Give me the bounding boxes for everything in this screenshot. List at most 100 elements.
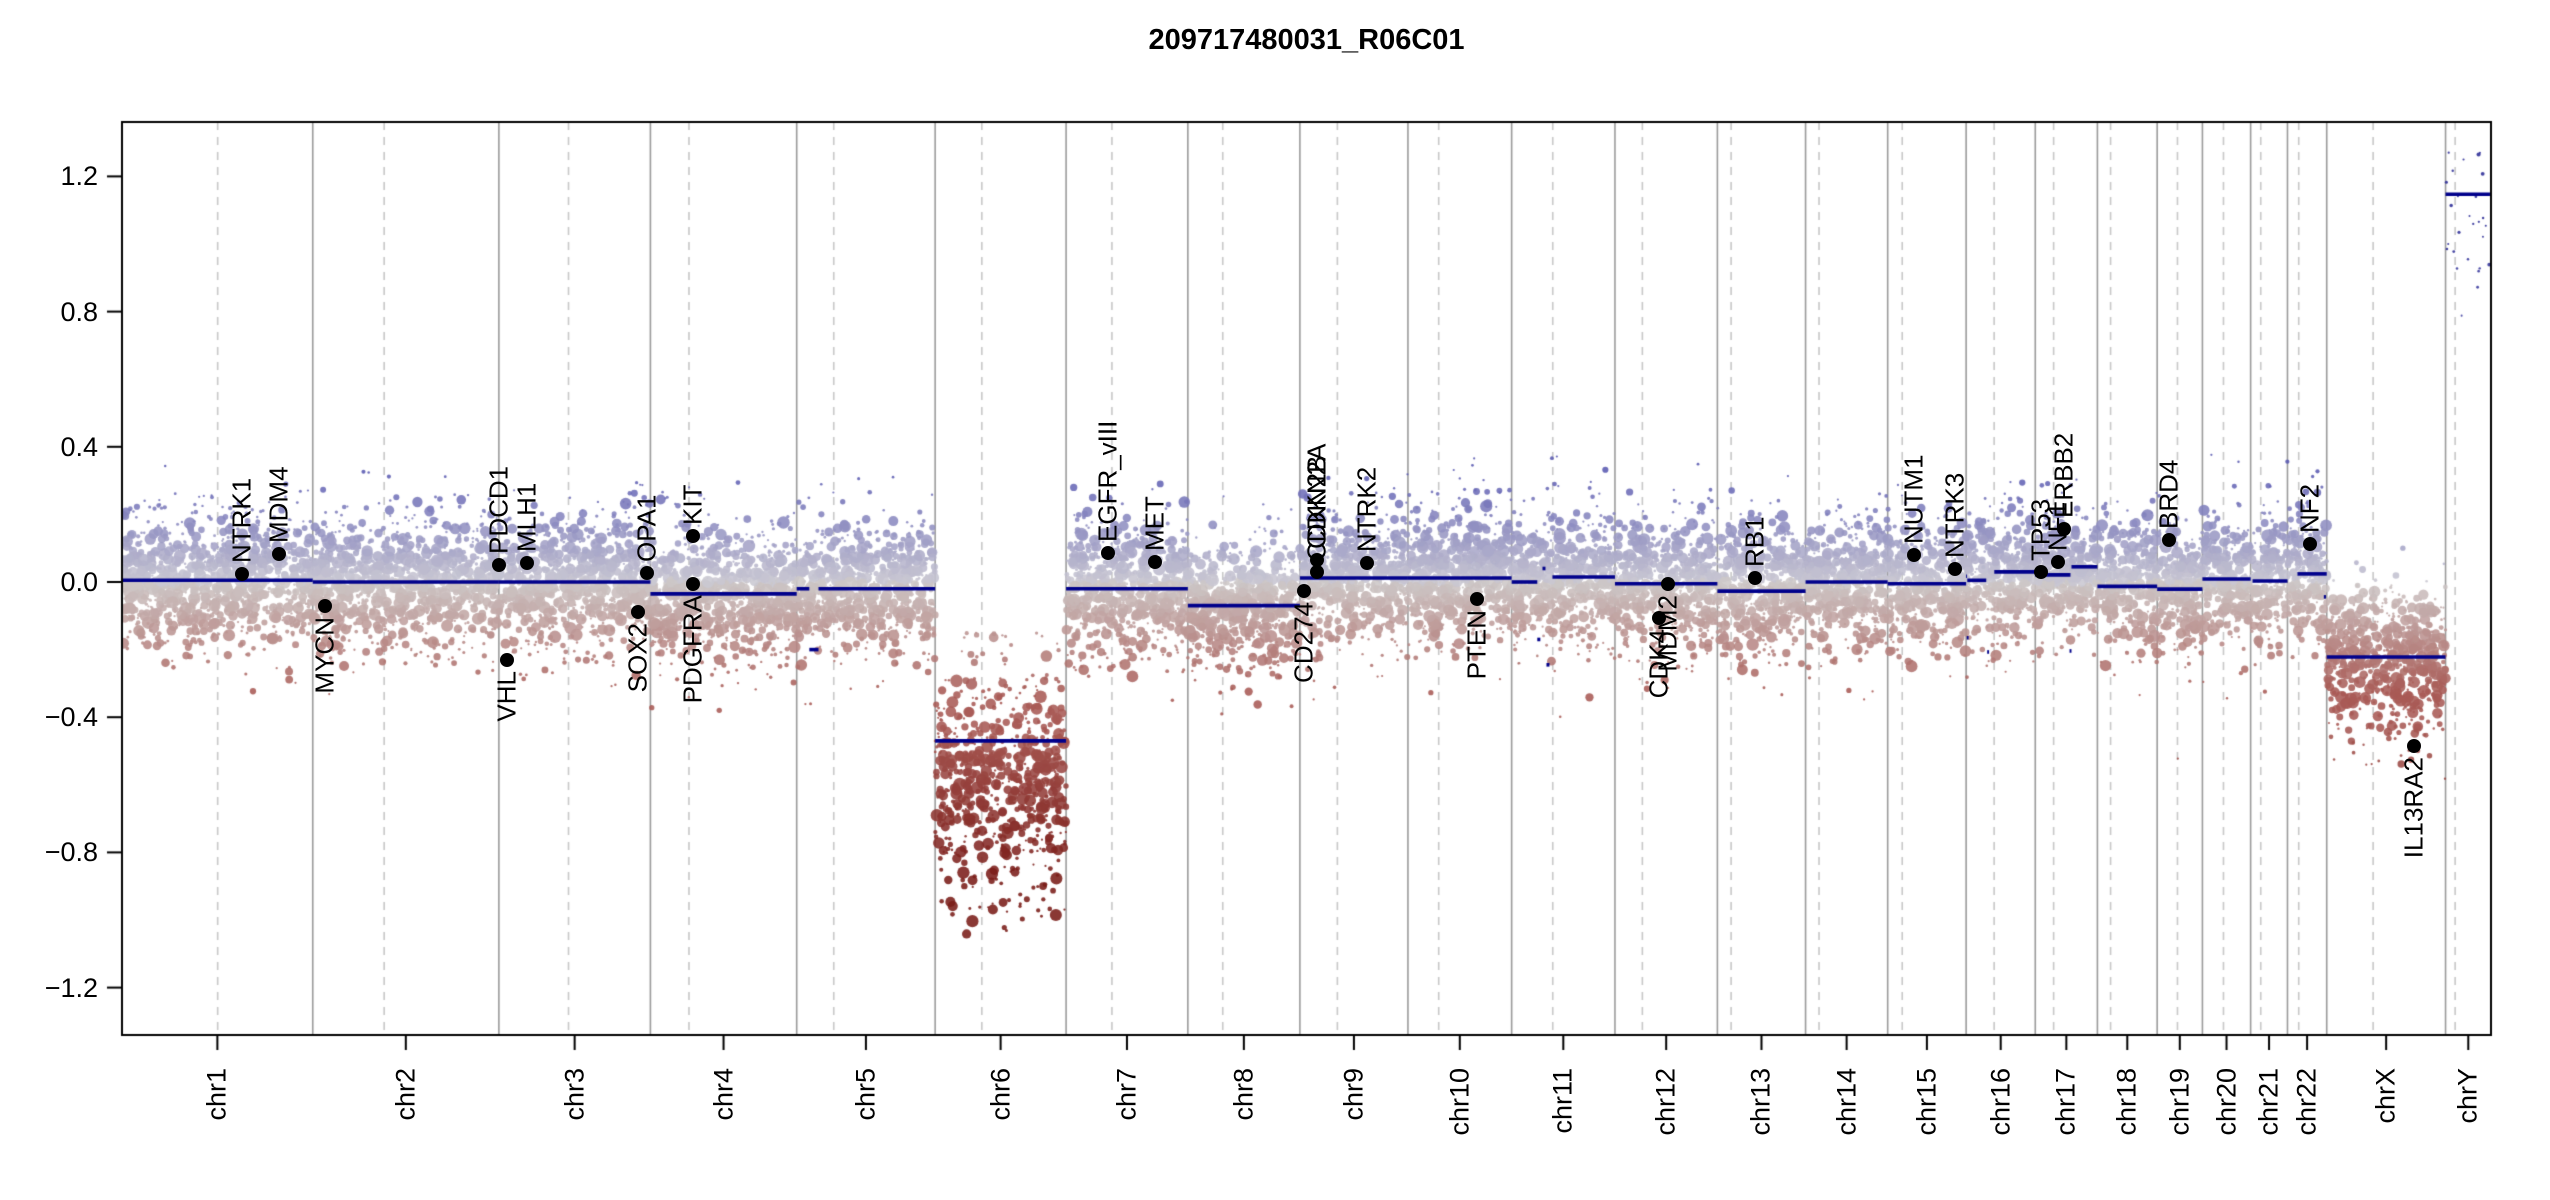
gene-label-NF2: NF2 <box>2294 484 2325 534</box>
x-tick-label-chrY: chrY <box>2453 1068 2484 1124</box>
y-tick-label: 1.2 <box>60 161 98 192</box>
gene-label-NUTM1: NUTM1 <box>1898 454 1929 545</box>
gene-dot-NF2 <box>2303 537 2318 552</box>
gene-label-IL13RA2: IL13RA2 <box>2398 757 2429 859</box>
gene-label-BRD4: BRD4 <box>2153 460 2184 530</box>
gene-label-SOX2: SOX2 <box>622 622 653 693</box>
gene-dot-RB1 <box>1747 570 1762 585</box>
gene-label-anchor-MDM4: MDM4 <box>263 467 294 544</box>
x-tick-label-chr20: chr20 <box>2211 1068 2242 1136</box>
x-tick-label-chr2: chr2 <box>390 1068 421 1121</box>
gene-dot-SOX2 <box>630 604 645 619</box>
x-tick-label-text: chrY <box>2452 1068 2483 1124</box>
x-tick-label-text: chr3 <box>559 1068 590 1121</box>
gene-label-anchor-NTRK2: NTRK2 <box>1351 466 1382 551</box>
gene-label-anchor-EGFR_vIII: EGFR_vIII <box>1093 421 1124 542</box>
x-tick-label-text: chr10 <box>1444 1068 1475 1136</box>
x-tick-label-text: chr16 <box>1985 1068 2016 1136</box>
gene-dot-OPA1 <box>639 565 654 580</box>
x-tick-label-text: chr13 <box>1745 1068 1776 1136</box>
y-tick-label: 0.8 <box>60 296 98 327</box>
gene-dot-MDM2 <box>1660 576 1675 591</box>
x-tick-label-chr9: chr9 <box>1338 1068 1369 1121</box>
gene-label-CDKN2B: CDKN2B <box>1301 455 1332 561</box>
gene-dot-MDM4 <box>271 547 286 562</box>
gene-label-anchor-CDKN2B: CDKN2B <box>1301 455 1332 560</box>
gene-label-CD274: CD274 <box>1288 602 1319 684</box>
x-tick-label-text: chr14 <box>1831 1068 1862 1136</box>
x-tick-label-text: chr21 <box>2253 1068 2284 1136</box>
x-tick-label-chr17: chr17 <box>2051 1068 2082 1136</box>
gene-dot-MET <box>1148 554 1163 569</box>
y-tick-label: −0.4 <box>44 702 98 733</box>
gene-label-PTEN: PTEN <box>1461 609 1492 680</box>
gene-label-anchor-PTEN: PTEN <box>1461 610 1492 679</box>
x-tick-label-text: chr7 <box>1111 1068 1142 1121</box>
gene-label-anchor-SOX2: SOX2 <box>622 623 653 692</box>
gene-dot-MYCN <box>318 598 333 613</box>
x-tick-label-text: chr18 <box>2111 1068 2142 1136</box>
y-tick-label: 0.4 <box>60 431 98 462</box>
gene-dot-IL13RA2 <box>2407 739 2422 754</box>
gene-dot-MLH1 <box>520 556 535 571</box>
x-tick-label-text: chr17 <box>2050 1068 2081 1136</box>
gene-label-anchor-RB1: RB1 <box>1739 516 1770 567</box>
gene-dot-NTRK2 <box>1359 555 1374 570</box>
gene-dot-CDKN2B <box>1309 564 1324 579</box>
x-tick-label-text: chr20 <box>2211 1068 2242 1136</box>
gene-label-PDGFRA: PDGFRA <box>677 595 708 704</box>
x-tick-label-text: chr15 <box>1911 1068 1942 1136</box>
gene-dot-CDK4 <box>1652 611 1667 626</box>
gene-label-anchor-VHL: VHL <box>491 671 522 722</box>
gene-label-anchor-IL13RA2: IL13RA2 <box>2399 757 2430 858</box>
x-tick-label-text: chr19 <box>2164 1068 2195 1136</box>
gene-dot-NTRK3 <box>1948 562 1963 577</box>
gene-label-anchor-MET: MET <box>1140 496 1171 551</box>
gene-label-anchor-NTRK1: NTRK1 <box>227 477 258 562</box>
y-tick-label: −0.8 <box>44 837 98 868</box>
gene-label-EGFR_vIII: EGFR_vIII <box>1092 420 1123 543</box>
x-tick-label-text: chr12 <box>1650 1068 1681 1136</box>
gene-dot-NF1 <box>2050 555 2065 570</box>
gene-dot-VHL <box>499 652 514 667</box>
x-tick-label-chr14: chr14 <box>1831 1068 1862 1136</box>
x-tick-label-text: chr2 <box>390 1068 421 1121</box>
gene-dot-BRD4 <box>2161 533 2176 548</box>
y-tick-label: 0.0 <box>60 567 98 597</box>
x-tick-label-chr16: chr16 <box>1985 1068 2016 1136</box>
gene-label-anchor-MLH1: MLH1 <box>512 483 543 552</box>
x-tick-label-text: chr4 <box>708 1068 739 1121</box>
x-tick-label-chr13: chr13 <box>1746 1068 1777 1136</box>
gene-dot-NTRK1 <box>235 566 249 581</box>
x-tick-label-chr22: chr22 <box>2292 1068 2323 1136</box>
gene-label-VHL: VHL <box>491 670 522 722</box>
x-tick-label-text: chr6 <box>985 1068 1016 1121</box>
gene-label-anchor-MYCN: MYCN <box>310 617 341 694</box>
x-tick-label-text: chrX <box>2370 1068 2401 1124</box>
gene-label-MYCN: MYCN <box>309 616 340 694</box>
gene-label-anchor-ERBB2: ERBB2 <box>2049 433 2080 518</box>
gene-label-ERBB2: ERBB2 <box>2048 433 2079 519</box>
x-tick-label-chr7: chr7 <box>1111 1068 1142 1121</box>
gene-dot-EGFR_vIII <box>1101 546 1116 561</box>
x-tick-label-chrX: chrX <box>2371 1068 2402 1124</box>
x-tick-label-chr11: chr11 <box>1548 1068 1579 1134</box>
x-tick-label-text: chr8 <box>1228 1068 1259 1121</box>
gene-label-MLH1: MLH1 <box>511 482 542 553</box>
x-tick-label-chr8: chr8 <box>1228 1068 1259 1121</box>
x-tick-label-text: chr11 <box>1547 1068 1578 1134</box>
gene-label-anchor-BRD4: BRD4 <box>2153 460 2184 529</box>
gene-label-anchor-PDGFRA: PDGFRA <box>677 595 708 703</box>
x-tick-label-chr12: chr12 <box>1651 1068 1682 1136</box>
gene-label-MDM4: MDM4 <box>263 466 293 544</box>
gene-dot-ERBB2 <box>2057 522 2072 537</box>
gene-label-NTRK1: NTRK1 <box>226 477 257 563</box>
gene-label-anchor-NF2: NF2 <box>2295 484 2326 533</box>
x-tick-label-chr3: chr3 <box>559 1068 590 1121</box>
gene-dot-TP53 <box>2034 564 2049 579</box>
x-tick-label-text: chr22 <box>2291 1068 2322 1136</box>
x-tick-label-chr10: chr10 <box>1444 1068 1475 1136</box>
gene-label-anchor-NTRK3: NTRK3 <box>1940 473 1971 558</box>
